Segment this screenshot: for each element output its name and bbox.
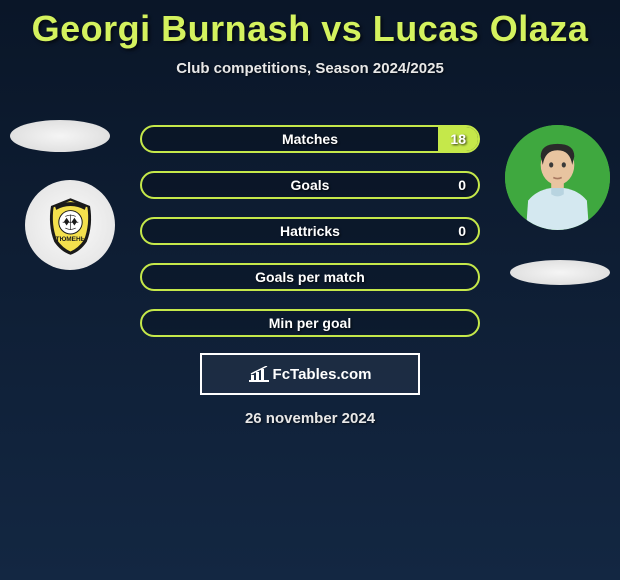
stat-label: Goals — [291, 177, 330, 193]
attribution-badge: FcTables.com — [200, 353, 420, 395]
club-crest-icon: ТЮМЕНЬ — [38, 193, 103, 258]
stat-row-goals-per-match: Goals per match — [140, 263, 480, 291]
stats-bars: Matches 18 Goals 0 Hattricks 0 Goals per… — [140, 125, 480, 355]
stat-value-right: 0 — [458, 223, 466, 239]
club-left-badge: ТЮМЕНЬ — [25, 180, 115, 270]
date-text: 26 november 2024 — [0, 410, 620, 427]
stat-value-right: 0 — [458, 177, 466, 193]
stat-value-right: 18 — [450, 131, 466, 147]
stat-label: Min per goal — [269, 315, 351, 331]
stat-label: Matches — [282, 131, 338, 147]
stat-row-hattricks: Hattricks 0 — [140, 217, 480, 245]
player-right-avatar — [505, 125, 610, 230]
stat-row-min-per-goal: Min per goal — [140, 309, 480, 337]
stat-row-goals: Goals 0 — [140, 171, 480, 199]
player-portrait-icon — [505, 125, 610, 230]
player-left-avatar — [10, 120, 110, 152]
comparison-title: Georgi Burnash vs Lucas Olaza — [0, 0, 620, 50]
svg-text:ТЮМЕНЬ: ТЮМЕНЬ — [55, 236, 85, 243]
stat-row-matches: Matches 18 — [140, 125, 480, 153]
stat-label: Hattricks — [280, 223, 340, 239]
chart-icon — [249, 366, 269, 382]
comparison-subtitle: Club competitions, Season 2024/2025 — [0, 60, 620, 77]
attribution-text: FcTables.com — [273, 366, 372, 383]
club-right-badge — [510, 260, 610, 285]
stat-label: Goals per match — [255, 269, 365, 285]
